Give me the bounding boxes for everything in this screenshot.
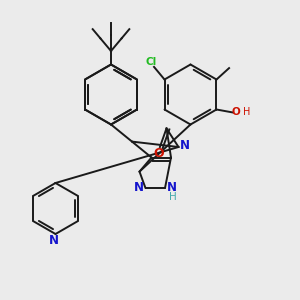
Text: H: H — [243, 107, 250, 117]
Text: N: N — [180, 139, 190, 152]
Text: N: N — [49, 233, 59, 247]
Text: Cl: Cl — [146, 56, 157, 67]
Text: N: N — [167, 181, 177, 194]
Text: H: H — [169, 192, 176, 202]
Text: O: O — [153, 147, 164, 160]
Text: O: O — [232, 107, 240, 117]
Text: N: N — [134, 181, 144, 194]
